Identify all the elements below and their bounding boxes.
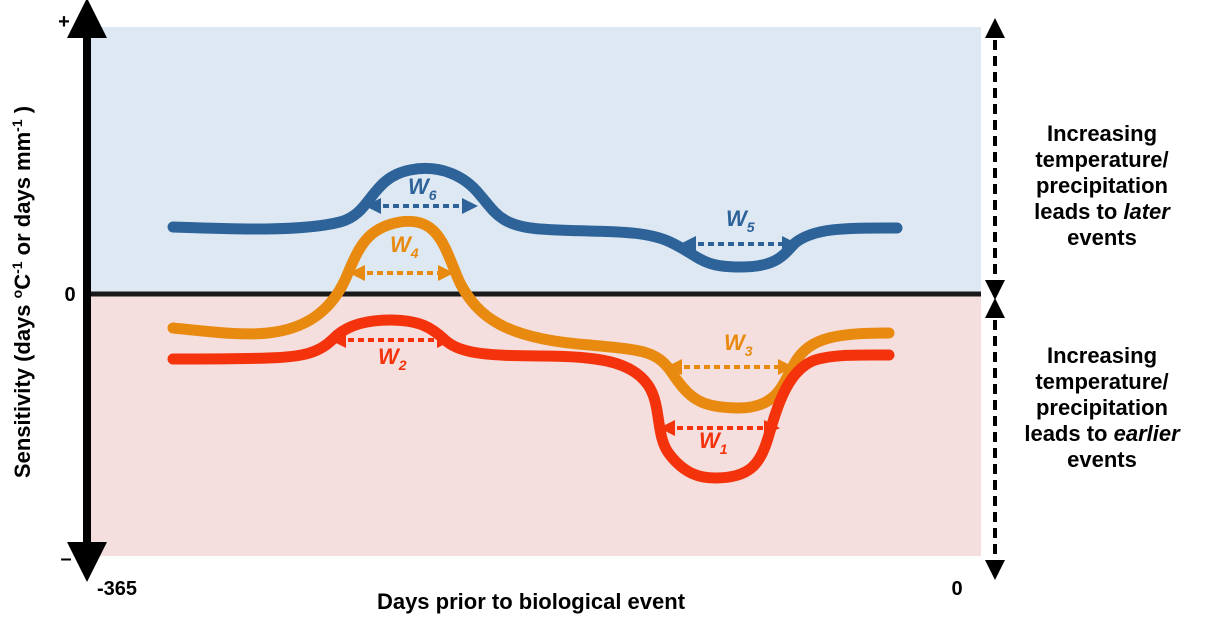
svg-text:temperature/: temperature/ xyxy=(1035,369,1168,394)
y-plus-label: + xyxy=(58,11,70,33)
window-label-w5: W5 xyxy=(726,206,755,235)
curve-blue xyxy=(167,162,903,273)
y-axis-label: Sensitivity (days oC-1 or days mm-1 ) xyxy=(9,106,35,478)
svg-text:temperature/: temperature/ xyxy=(1035,147,1168,172)
x-start-label: -365 xyxy=(97,578,137,600)
svg-text:events: events xyxy=(1067,447,1137,472)
window-label-w2: W2 xyxy=(378,344,407,373)
x-end-label: 0 xyxy=(951,578,962,600)
y-minus-label: – xyxy=(60,548,71,570)
svg-text:Increasing: Increasing xyxy=(1047,343,1157,368)
svg-text:Increasing: Increasing xyxy=(1047,121,1157,146)
window-label-w6: W6 xyxy=(408,174,437,203)
x-axis-label: Days prior to biological event xyxy=(377,589,686,614)
svg-text:precipitation: precipitation xyxy=(1036,173,1168,198)
annotation-earlier: Increasing temperature/ precipitation le… xyxy=(1024,343,1181,472)
window-label-w4: W4 xyxy=(390,232,419,261)
window-label-w1: W1 xyxy=(699,428,728,457)
positive-region xyxy=(87,27,981,294)
svg-text:events: events xyxy=(1067,225,1137,250)
window-label-w3: W3 xyxy=(724,330,753,359)
svg-text:leads to earlier: leads to earlier xyxy=(1024,421,1181,446)
y-zero-label: 0 xyxy=(64,284,75,306)
svg-text:precipitation: precipitation xyxy=(1036,395,1168,420)
annotation-later: Increasing temperature/ precipitation le… xyxy=(1034,121,1171,250)
curve-orange xyxy=(167,215,895,414)
svg-text:leads to later: leads to later xyxy=(1034,199,1171,224)
